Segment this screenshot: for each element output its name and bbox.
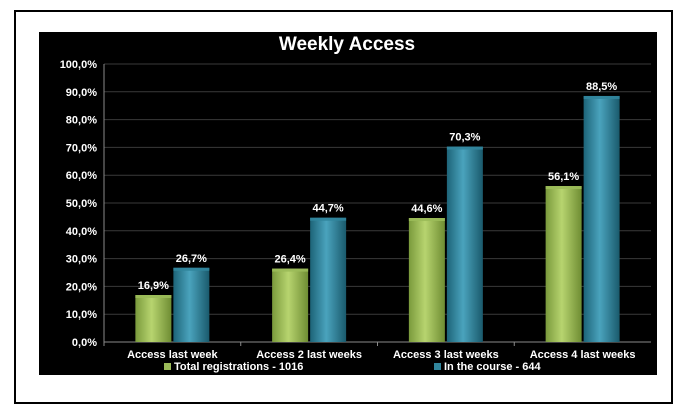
bar bbox=[135, 295, 172, 342]
data-label: 44,7% bbox=[313, 203, 344, 215]
bar bbox=[310, 217, 347, 342]
y-tick-label: 20,0% bbox=[66, 281, 97, 293]
bar bbox=[446, 146, 483, 342]
bar-cap bbox=[135, 295, 172, 299]
bar-cap bbox=[408, 218, 445, 222]
bar-cap bbox=[583, 95, 620, 99]
x-category-label: Access 2 last weeks bbox=[256, 349, 362, 361]
legend: Total registrations - 1016 In the course … bbox=[164, 361, 541, 373]
x-category-label: Access 3 last weeks bbox=[393, 349, 499, 361]
bars: 16,9% 26,7% 26,4% 44,7% 44,6% 70,3% 56,1% 88,5% bbox=[135, 81, 620, 342]
chart-panel: Weekly Access 0,0% 10,0% 20,0% 30,0% 40,0% 50… bbox=[39, 32, 657, 375]
chart-frame: Weekly Access 0,0% 10,0% 20,0% 30,0% 40,0% 50… bbox=[14, 10, 673, 404]
x-category-label: Access 4 last weeks bbox=[530, 349, 636, 361]
bar bbox=[173, 267, 210, 342]
y-tick-label: 10,0% bbox=[66, 309, 97, 321]
bar-cap bbox=[173, 267, 210, 271]
x-category-label: Access last week bbox=[127, 349, 218, 361]
y-tick-label: 0,0% bbox=[72, 337, 97, 349]
bar-cap bbox=[446, 146, 483, 150]
bar bbox=[408, 218, 445, 342]
bar-cap bbox=[545, 186, 582, 190]
legend-swatch bbox=[434, 363, 441, 370]
y-tick-label: 80,0% bbox=[66, 115, 97, 127]
bar bbox=[545, 186, 582, 342]
y-tick-label: 40,0% bbox=[66, 226, 97, 238]
bar-cap bbox=[310, 217, 347, 221]
data-label: 26,7% bbox=[176, 253, 207, 265]
y-tick-label: 90,0% bbox=[66, 87, 97, 99]
bar bbox=[272, 268, 309, 342]
data-label: 16,9% bbox=[138, 280, 169, 292]
chart-title: Weekly Access bbox=[279, 34, 415, 55]
bar-chart: Weekly Access 0,0% 10,0% 20,0% 30,0% 40,0% 50… bbox=[60, 34, 651, 373]
data-label: 44,6% bbox=[411, 203, 442, 215]
y-tick-label: 60,0% bbox=[66, 170, 97, 182]
data-label: 88,5% bbox=[586, 81, 617, 93]
y-tick-label: 70,0% bbox=[66, 142, 97, 154]
legend-entry: Total registrations - 1016 bbox=[174, 361, 303, 373]
legend-entry: In the course - 644 bbox=[444, 361, 541, 373]
legend-swatch bbox=[164, 363, 171, 370]
y-tick-label: 100,0% bbox=[60, 59, 98, 71]
bar bbox=[583, 95, 620, 342]
data-label: 70,3% bbox=[449, 132, 480, 144]
data-label: 26,4% bbox=[275, 254, 306, 266]
bar-cap bbox=[272, 268, 309, 272]
y-tick-label: 50,0% bbox=[66, 198, 97, 210]
data-label: 56,1% bbox=[548, 171, 579, 183]
y-tick-label: 30,0% bbox=[66, 254, 97, 266]
